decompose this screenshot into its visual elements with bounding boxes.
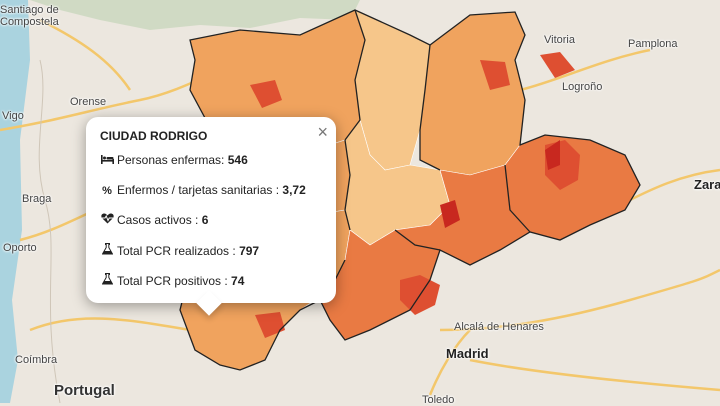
popup-title: CIUDAD RODRIGO bbox=[100, 129, 208, 143]
city-label-orense: Orense bbox=[70, 96, 107, 108]
stat-row-active: Casos activos : 6 bbox=[100, 213, 208, 227]
city-label-zaragoza: Zara bbox=[694, 177, 720, 192]
info-popup: × CIUDAD RODRIGO Personas enfermas: 546 … bbox=[86, 117, 336, 316]
stat-row-pcr-positive: Total PCR positivos : 74 bbox=[100, 273, 244, 288]
flask-icon bbox=[100, 273, 114, 288]
city-label-vigo: Vigo bbox=[2, 110, 24, 122]
city-label-vitoria: Vitoria bbox=[544, 34, 575, 46]
city-label-madrid: Madrid bbox=[446, 346, 489, 361]
city-label-logrono: Logroño bbox=[562, 81, 603, 93]
heartbeat-icon bbox=[100, 213, 114, 227]
city-label-coimbra: Coímbra bbox=[15, 354, 58, 366]
country-label-portugal: Portugal bbox=[54, 382, 115, 399]
flask-icon bbox=[100, 243, 114, 258]
city-label-oporto: Oporto bbox=[3, 242, 37, 254]
stat-row-ratio: % Enfermos / tarjetas sanitarias : 3,72 bbox=[100, 183, 306, 197]
stat-row-sick: Personas enfermas: 546 bbox=[100, 153, 248, 167]
percent-icon: % bbox=[102, 185, 112, 197]
bed-icon bbox=[100, 154, 114, 167]
stat-row-pcr-total: Total PCR realizados : 797 bbox=[100, 243, 259, 258]
cantabrian-range bbox=[0, 0, 360, 30]
border-lines bbox=[38, 59, 61, 403]
city-label-braga: Braga bbox=[22, 193, 52, 205]
city-label-pamplona: Pamplona bbox=[628, 38, 678, 50]
city-label-toledo: Toledo bbox=[422, 394, 455, 406]
atlantic-ocean bbox=[0, 0, 30, 403]
city-label-santiago: Santiago de Compostela bbox=[0, 4, 59, 28]
city-label-alcala: Alcalá de Henares bbox=[454, 321, 544, 333]
close-icon[interactable]: × bbox=[317, 122, 328, 142]
